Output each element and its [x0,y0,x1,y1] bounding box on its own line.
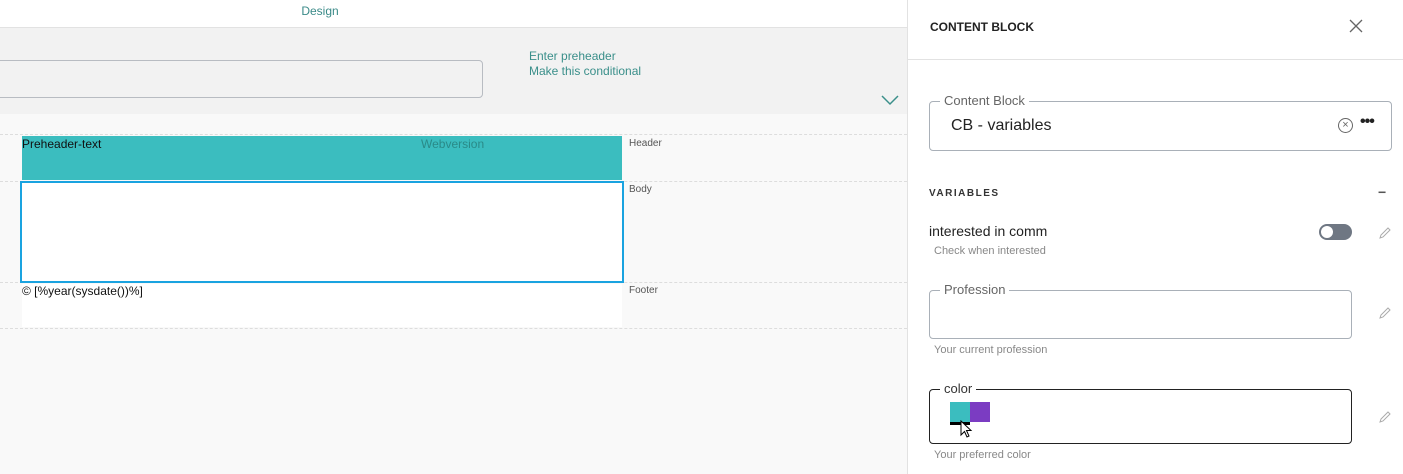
color-swatch-teal[interactable] [950,402,970,422]
pencil-icon[interactable] [1378,306,1392,320]
toggle-knob [1321,226,1333,238]
color-field[interactable]: color [929,381,1352,444]
collapse-icon[interactable]: − [1378,184,1387,200]
editor-canvas: Design Enter preheader Make this conditi… [0,0,907,329]
divider [0,134,907,135]
content-block-select[interactable]: Content Block CB - variables × ••• [929,93,1392,151]
enter-preheader-link[interactable]: Enter preheader [529,49,616,63]
footer-label: Footer [629,285,658,296]
body-section-selected[interactable] [20,181,624,283]
preheader-input[interactable] [0,60,483,98]
help-text: Your preferred color [934,449,1031,461]
interested-toggle[interactable] [1319,224,1352,240]
help-text: Your current profession [934,344,1048,356]
swatch-selected-indicator [950,422,970,425]
divider [0,328,907,329]
body-label: Body [629,184,652,195]
variables-heading: VARIABLES [929,188,1000,199]
make-conditional-link[interactable]: Make this conditional [529,64,642,78]
divider [908,59,1403,60]
color-swatch-purple[interactable] [970,402,990,422]
close-icon[interactable] [1348,18,1364,34]
footer-section[interactable] [22,284,622,327]
color-label: color [940,381,977,396]
more-options-icon[interactable]: ••• [1360,113,1375,130]
content-block-value: CB - variables [951,117,1052,134]
panel-title: CONTENT BLOCK [930,20,1034,34]
content-block-label: Content Block [940,93,1029,108]
clear-icon[interactable]: × [1338,118,1353,133]
profession-input[interactable]: Profession [929,282,1352,339]
help-text: Check when interested [934,245,1046,257]
variable-name: interested in comm [929,223,1048,239]
header-label: Header [629,138,662,149]
preheader-text: Preheader-text [22,137,102,151]
tab-design[interactable]: Design [301,4,339,18]
editor-top-bar: Design [0,0,907,28]
mouse-cursor-icon [960,420,973,438]
webversion-link[interactable]: Webversion [421,137,485,151]
header-section[interactable] [22,136,622,180]
content-block-panel: CONTENT BLOCK Content Block CB - variabl… [907,0,1403,474]
chevron-down-icon[interactable] [880,92,900,108]
pencil-icon[interactable] [1378,226,1392,240]
footer-text: © [%year(sysdate())%] [22,284,143,298]
pencil-icon[interactable] [1378,410,1392,424]
profession-label: Profession [940,282,1010,297]
